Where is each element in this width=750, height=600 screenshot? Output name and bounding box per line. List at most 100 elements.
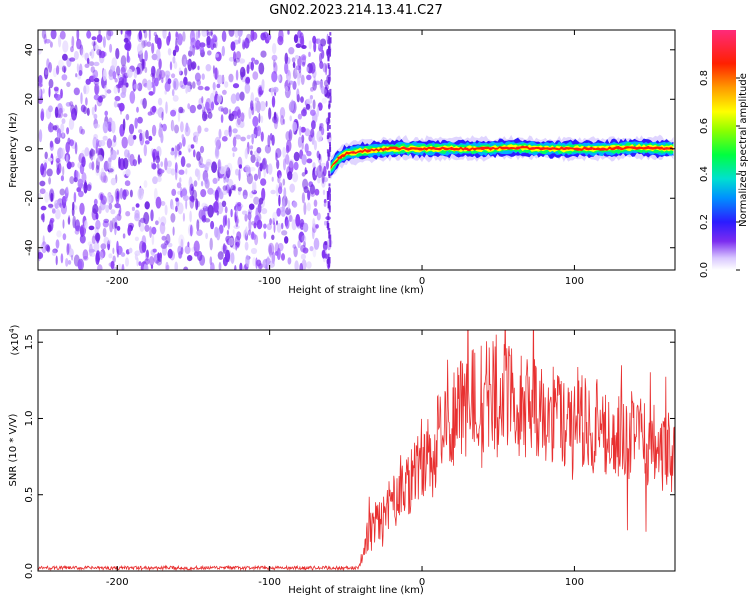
noise-speckle <box>91 235 96 244</box>
noise-speckle <box>317 177 321 184</box>
noise-speckle <box>221 45 225 57</box>
noise-edge-streak <box>328 132 331 138</box>
top-x-tick-label: 0 <box>419 276 425 287</box>
noise-speckle <box>205 101 210 111</box>
noise-speckle <box>205 63 212 72</box>
noise-edge-streak <box>328 112 331 118</box>
noise-speckle <box>83 85 87 95</box>
bottom-x-tick-label: 0 <box>419 577 425 588</box>
noise-speckle <box>186 81 192 86</box>
noise-speckle <box>177 33 183 46</box>
noise-speckle <box>201 30 208 37</box>
noise-speckle <box>65 258 69 267</box>
noise-edge-streak <box>327 222 330 229</box>
noise-speckle <box>189 104 196 114</box>
noise-speckle <box>318 153 321 161</box>
noise-speckle <box>275 148 282 158</box>
noise-speckle <box>178 150 182 156</box>
noise-speckle <box>129 90 136 104</box>
noise-speckle <box>62 53 68 61</box>
noise-speckle <box>120 91 126 99</box>
noise-speckle <box>168 31 171 42</box>
noise-speckle <box>143 180 148 188</box>
noise-speckle <box>160 201 166 206</box>
noise-speckle <box>228 113 235 122</box>
colorbar-tick-label: 0.2 <box>699 214 710 230</box>
noise-speckle <box>131 206 135 211</box>
noise-speckle <box>74 104 78 116</box>
noise-speckle <box>164 240 169 246</box>
noise-speckle <box>134 236 139 242</box>
noise-speckle <box>296 94 300 103</box>
noise-speckle <box>258 65 261 71</box>
noise-speckle <box>308 51 311 58</box>
noise-speckle <box>238 58 246 64</box>
noise-speckle <box>124 180 131 187</box>
noise-speckle <box>302 247 309 254</box>
noise-speckle <box>120 55 127 67</box>
signal-peak-dot <box>503 146 509 149</box>
noise-speckle <box>301 154 307 166</box>
noise-speckle <box>239 262 243 270</box>
noise-speckle <box>258 90 262 98</box>
noise-edge-streak <box>329 193 331 202</box>
noise-speckle <box>52 125 58 131</box>
noise-speckle <box>69 101 74 107</box>
noise-speckle <box>148 91 154 96</box>
noise-speckle <box>94 232 101 242</box>
noise-speckle <box>88 225 95 231</box>
noise-speckle <box>316 130 323 143</box>
noise-speckle <box>156 176 162 183</box>
noise-speckle <box>157 97 163 106</box>
noise-speckle <box>94 104 97 112</box>
noise-speckle <box>57 103 63 115</box>
signal-track-band <box>330 143 674 171</box>
noise-edge-streak <box>329 37 332 44</box>
noise-speckle <box>93 94 100 101</box>
noise-speckle <box>118 209 121 217</box>
noise-speckle <box>127 226 132 236</box>
noise-speckle <box>230 252 235 264</box>
noise-speckle <box>212 43 217 48</box>
noise-speckle <box>190 144 195 149</box>
signal-peak-dot <box>600 147 606 150</box>
noise-speckle <box>285 219 290 230</box>
bottom-y-tick-label: 1.5 <box>24 334 35 350</box>
noise-speckle <box>93 133 98 140</box>
bottom-y-ticks: 0.0 0.5 1.0 1.5 <box>24 334 675 579</box>
top-y-tick-label: 40 <box>24 43 35 56</box>
noise-speckle <box>103 236 110 246</box>
noise-speckle <box>40 108 45 121</box>
noise-speckle <box>273 117 278 130</box>
noise-edge-streak <box>328 228 331 234</box>
noise-speckle <box>153 152 155 163</box>
noise-speckle <box>59 188 66 196</box>
noise-speckle <box>66 243 70 256</box>
noise-speckle <box>195 39 201 50</box>
noise-edge-streak <box>327 202 330 208</box>
noise-speckle <box>55 157 61 164</box>
noise-speckle <box>198 163 206 168</box>
noise-speckle <box>84 147 90 157</box>
noise-speckle <box>209 92 215 105</box>
noise-speckle <box>62 233 67 241</box>
noise-speckle <box>192 81 196 89</box>
noise-speckle <box>221 200 227 207</box>
bottom-x-tick-label: -100 <box>258 577 281 588</box>
noise-speckle <box>153 188 158 201</box>
noise-speckle <box>144 50 148 62</box>
noise-speckle <box>108 73 114 81</box>
noise-speckle <box>192 189 198 201</box>
signal-peak-dot <box>480 147 486 150</box>
noise-speckle <box>170 213 176 223</box>
noise-speckle <box>151 124 157 137</box>
noise-speckle <box>282 118 286 125</box>
noise-speckle <box>61 147 66 160</box>
noise-speckle <box>91 161 95 171</box>
noise-speckle <box>197 65 200 71</box>
noise-speckle <box>196 79 201 86</box>
noise-edge-streak <box>328 67 331 76</box>
noise-speckle <box>93 123 101 129</box>
noise-speckle <box>41 241 47 254</box>
